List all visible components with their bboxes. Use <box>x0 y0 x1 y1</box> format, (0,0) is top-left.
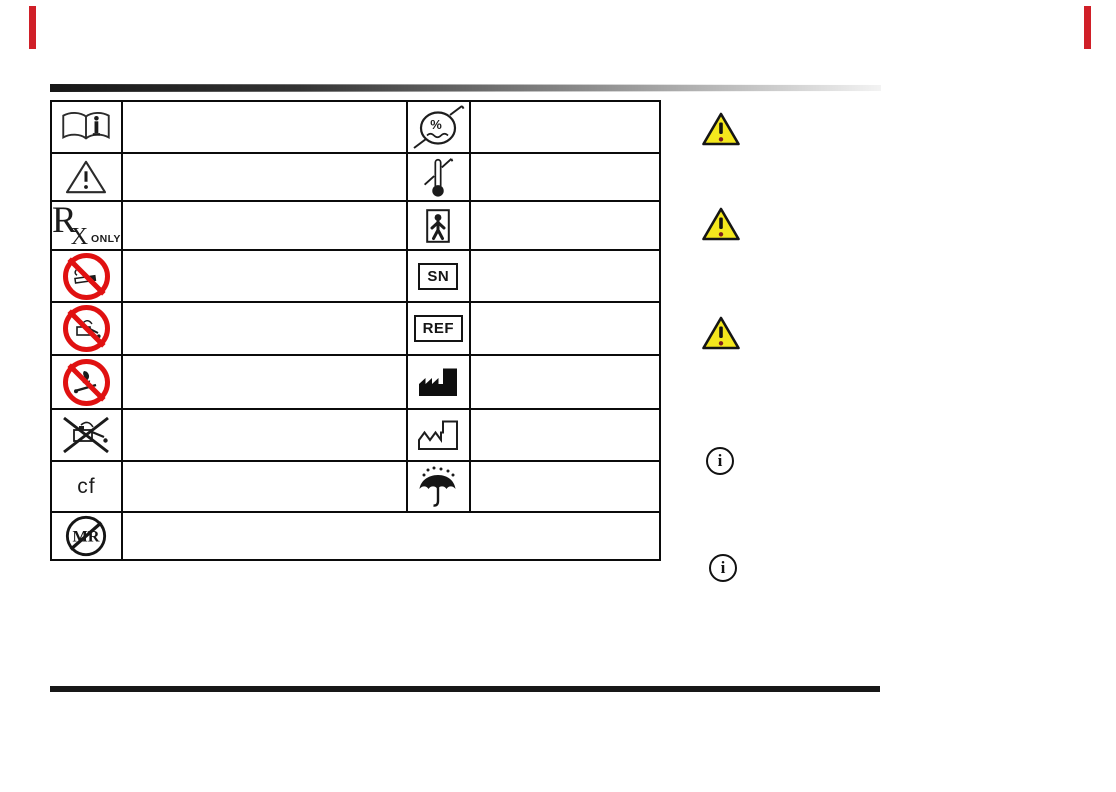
keep-dry-umbrella-icon <box>419 466 456 507</box>
description-cell <box>468 152 661 202</box>
symbols-table: % <box>50 100 661 561</box>
table-row: MR <box>50 511 661 561</box>
description-cell <box>120 408 408 462</box>
table-row: cf <box>50 460 661 513</box>
table-row: RX ONLY <box>50 200 661 251</box>
description-cell <box>468 408 661 462</box>
consult-instructions-icon <box>62 111 111 140</box>
catalogue-number-symbol: REF <box>413 315 464 342</box>
table-row <box>50 408 661 462</box>
no-oil-grease-icon <box>62 305 110 352</box>
temperature-limit-icon <box>424 158 454 197</box>
rx-only-symbol: RX ONLY <box>52 200 121 250</box>
symbol-cell <box>405 354 471 410</box>
info-icon: i <box>709 554 737 582</box>
description-cell <box>468 100 661 154</box>
description-cell <box>120 249 408 303</box>
svg-text:%: % <box>431 117 443 132</box>
description-cell-merged <box>120 511 661 561</box>
table-row <box>50 354 661 410</box>
no-smoking-icon <box>62 252 110 300</box>
symbol-cell <box>50 301 123 356</box>
description-cell <box>468 354 661 410</box>
table-row: SN <box>50 249 661 303</box>
symbol-cell <box>50 152 123 202</box>
symbol-cell <box>50 249 123 303</box>
symbol-cell: RX ONLY <box>50 200 123 251</box>
bottom-rule <box>50 686 880 692</box>
description-cell <box>468 200 661 251</box>
symbol-cell: cf <box>50 460 123 513</box>
info-icon: i <box>706 447 734 475</box>
symbol-cell <box>50 100 123 154</box>
symbol-cell <box>405 200 471 251</box>
no-open-flame-icon <box>62 358 110 406</box>
mr-unsafe-icon: MR <box>66 515 107 557</box>
cf-symbol: cf <box>77 474 96 498</box>
revision-bar-right <box>1084 6 1091 49</box>
serial-number-symbol: SN <box>418 262 459 290</box>
symbol-cell <box>405 152 471 202</box>
revision-bar-left <box>29 6 36 49</box>
description-cell <box>120 460 408 513</box>
symbol-cell: REF <box>405 301 471 356</box>
warning-triangle-icon <box>702 207 740 241</box>
description-cell <box>120 200 408 251</box>
symbol-cell: SN <box>405 249 471 303</box>
date-of-manufacture-icon <box>418 420 459 450</box>
top-divider-rule <box>50 84 881 92</box>
do-not-lubricate-icon <box>63 416 110 454</box>
description-cell <box>120 301 408 356</box>
warning-triangle-icon <box>702 112 740 146</box>
symbol-cell <box>405 408 471 462</box>
warning-triangle-icon <box>702 316 740 350</box>
description-cell <box>120 100 408 154</box>
table-row: % <box>50 100 661 154</box>
description-cell <box>468 460 661 513</box>
table-row <box>50 152 661 202</box>
symbol-cell <box>50 408 123 462</box>
description-cell <box>120 354 408 410</box>
description-cell <box>120 152 408 202</box>
description-cell <box>468 301 661 356</box>
humidity-limitation-icon: % <box>413 105 465 149</box>
manufacturer-icon <box>419 368 458 396</box>
symbol-cell: MR <box>50 511 123 561</box>
type-b-applied-part-icon <box>426 208 451 243</box>
table-row: REF <box>50 301 661 356</box>
caution-warning-triangle-icon <box>66 160 107 194</box>
symbol-cell: % <box>405 100 471 154</box>
description-cell <box>468 249 661 303</box>
symbol-cell <box>405 460 471 513</box>
symbol-cell <box>50 354 123 410</box>
